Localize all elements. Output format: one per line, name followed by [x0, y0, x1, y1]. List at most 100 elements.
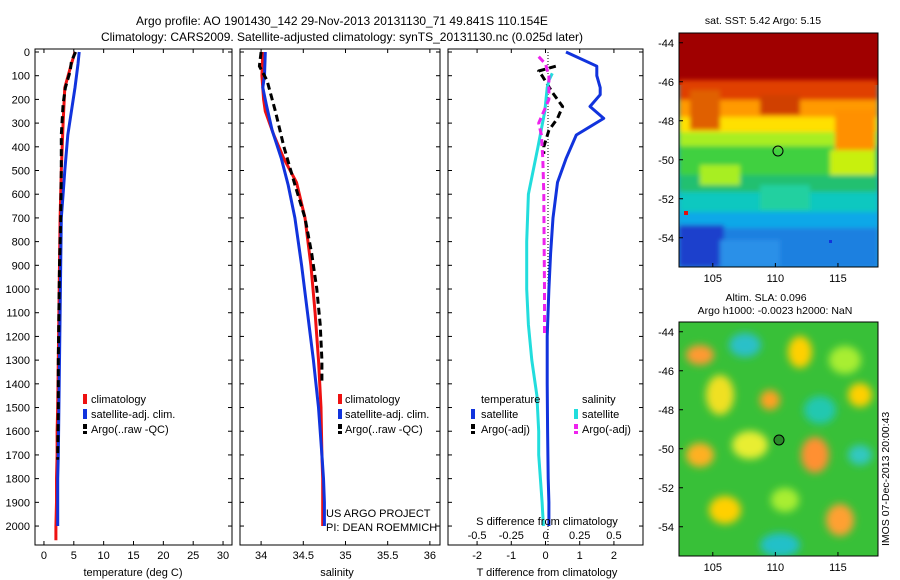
depth-tick-label: 500 — [12, 166, 30, 178]
legend-swatch-temp-argo-b — [471, 431, 475, 434]
map-lon-tick-label: 110 — [767, 273, 785, 285]
map-lon-tick-label: 105 — [704, 273, 722, 285]
x-tick-label: 5 — [71, 550, 77, 562]
depth-tick-label: 1700 — [6, 450, 30, 462]
map-lon-tick-label: 115 — [829, 273, 847, 285]
series-line-temperature-satellite — [545, 50, 606, 526]
depth-tick-label: 0 — [24, 47, 30, 59]
series-line-argo-raw-qc- — [257, 51, 324, 384]
depth-tick-label: 400 — [12, 142, 30, 154]
map-lon-tick-label: 110 — [767, 562, 785, 574]
x-tick-label: 0 — [542, 550, 548, 562]
depth-tick-label: 700 — [12, 213, 30, 225]
sla-map-title-line-1: Altim. SLA: 0.096 — [725, 292, 806, 304]
legend-swatch-climatology — [83, 394, 87, 404]
map-lat-tick-label: -52 — [658, 194, 674, 206]
depth-tick-label: 800 — [12, 237, 30, 249]
sla-map: Altim. SLA: 0.096 Argo h1000: -0.0023 h2… — [658, 292, 892, 574]
legend-swatch-argo-b — [338, 431, 342, 434]
sla-argo-location-marker — [773, 434, 785, 446]
x-tick-label: -2 — [472, 550, 482, 562]
depth-tick-label: 100 — [12, 71, 30, 83]
legend-label-sal-satellite: satellite — [582, 409, 619, 421]
salinity-lines — [257, 51, 326, 526]
x-tick-label: 0 — [41, 550, 47, 562]
legend-swatch-temp-satellite — [471, 409, 475, 419]
x-tick-label: 34.5 — [293, 550, 314, 562]
x-tick-label: 20 — [157, 550, 169, 562]
legend-label-satellite: satellite-adj. clim. — [345, 409, 429, 421]
imos-timestamp-label: IMOS 07-Dec-2013 20:00:43 — [880, 412, 892, 546]
sst-map-frame — [678, 32, 879, 268]
map-lon-tick-label: 105 — [704, 562, 722, 574]
salinity-legend: climatology satellite-adj. clim. Argo(..… — [338, 394, 429, 436]
temperature-ticks: 0 5 10 15 20 25 30 — [35, 49, 232, 562]
map-lat-tick-label: -54 — [658, 522, 674, 534]
salinity-difference-tick-labels: -0.5 -0.25 0 0.25 0.5 — [468, 530, 622, 542]
legend-title-salinity: salinity — [582, 394, 616, 406]
depth-tick-label: 1200 — [6, 331, 30, 343]
x-tick-label: 36 — [424, 550, 436, 562]
depth-tick-label: 1300 — [6, 355, 30, 367]
salinity-difference-tick-label: 0 — [542, 530, 548, 542]
temperature-legend: climatology satellite-adj. clim. Argo(..… — [83, 394, 175, 436]
salinity-difference-tick-label: 0.5 — [606, 530, 621, 542]
difference-x-label: T difference from climatology — [477, 567, 618, 579]
difference-legend: temperature salinity satellite Argo(-adj… — [471, 394, 631, 436]
legend-title-temperature: temperature — [481, 394, 540, 406]
project-annotation-line-1: US ARGO PROJECT — [326, 508, 431, 520]
legend-swatch-satellite — [83, 409, 87, 419]
salinity-difference-tick-label: -0.5 — [468, 530, 487, 542]
sst-speck — [684, 211, 688, 215]
x-tick-label: 35.5 — [377, 550, 398, 562]
salinity-difference-tick-label: -0.25 — [499, 530, 524, 542]
temperature-panel: 0 5 10 15 20 25 30 temperature (deg C) climato… — [34, 48, 233, 579]
series-line-salinity-argo-adj- — [537, 55, 551, 337]
sst-argo-location-marker — [772, 145, 784, 157]
legend-label-sal-argo: Argo(-adj) — [582, 424, 631, 436]
project-annotation-line-2: PI: DEAN ROEMMICH — [326, 522, 437, 534]
salinity-x-label: salinity — [320, 567, 354, 579]
depth-tick-label: 1400 — [6, 379, 30, 391]
legend-label-argo: Argo(..raw -QC) — [91, 424, 169, 436]
series-line-argo-raw-qc- — [56, 51, 77, 460]
salinity-difference-axis-label: S difference from climatology — [476, 516, 618, 528]
difference-panel: -2 -1 0 1 2 T difference from climatology S … — [447, 48, 644, 579]
x-tick-label: 25 — [187, 550, 199, 562]
x-tick-label: 30 — [217, 550, 229, 562]
legend-label-temp-satellite: satellite — [481, 409, 518, 421]
x-tick-label: 15 — [127, 550, 139, 562]
legend-swatch-satellite — [338, 409, 342, 419]
map-lat-tick-label: -46 — [658, 77, 674, 89]
sst-map-ticks: -44 -46 -48 -50 -52 -54 105 110 115 — [658, 38, 847, 285]
sla-map-ticks: -44 -46 -48 -50 -52 -54 105 110 115 — [658, 327, 847, 574]
map-lat-tick-label: -52 — [658, 483, 674, 495]
legend-label-climatology: climatology — [345, 394, 401, 406]
temperature-x-label: temperature (deg C) — [83, 567, 182, 579]
series-line-satellite-adj-clim- — [261, 51, 326, 526]
difference-ticks: -2 -1 0 1 2 — [448, 49, 643, 562]
sst-field — [679, 33, 878, 267]
map-lat-tick-label: -48 — [658, 116, 674, 128]
depth-tick-label: 1500 — [6, 403, 30, 415]
x-tick-label: 10 — [98, 550, 110, 562]
x-tick-label: 35 — [339, 550, 351, 562]
legend-swatch-climatology — [338, 394, 342, 404]
figure-title-line-1: Argo profile: AO 1901430_142 29-Nov-2013… — [136, 14, 548, 28]
sst-map-title: sat. SST: 5.42 Argo: 5.15 — [705, 15, 821, 27]
series-line-salinity-satellite — [525, 72, 554, 527]
series-line-temperature-argo-adj- — [537, 64, 565, 154]
map-lat-tick-label: -44 — [658, 38, 674, 50]
sla-map-frame — [678, 321, 879, 557]
legend-label-argo: Argo(..raw -QC) — [345, 424, 423, 436]
depth-tick-label: 1800 — [6, 474, 30, 486]
legend-label-temp-argo: Argo(-adj) — [481, 424, 530, 436]
x-tick-label: 34 — [255, 550, 267, 562]
map-lat-tick-label: -48 — [658, 405, 674, 417]
x-tick-label: -1 — [506, 550, 516, 562]
map-lat-tick-label: -46 — [658, 366, 674, 378]
sst-map: sat. SST: 5.42 Argo: 5.15 — [658, 15, 879, 285]
legend-swatch-sal-argo-b — [574, 431, 578, 434]
salinity-ticks: 34 34.5 35 35.5 36 — [240, 49, 440, 562]
